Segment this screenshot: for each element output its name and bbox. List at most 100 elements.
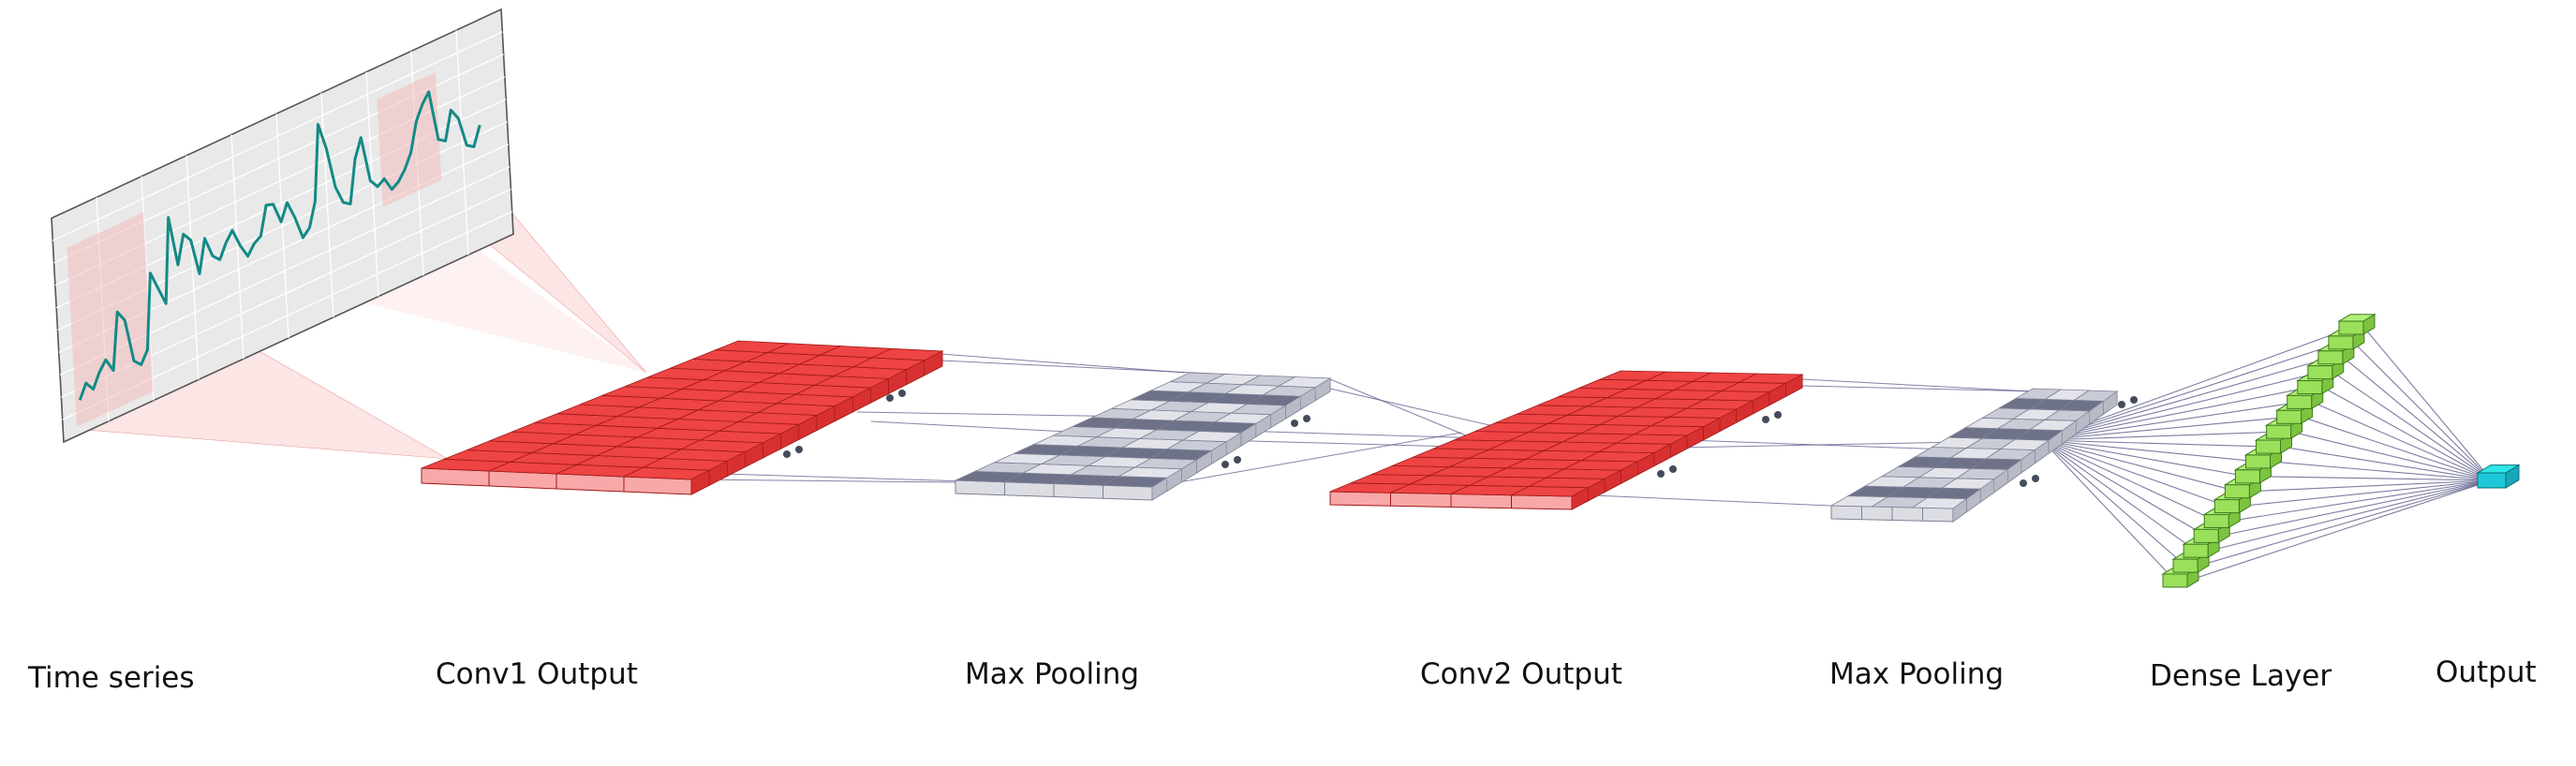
conv1-edge-step xyxy=(924,350,943,376)
dense-output-connection xyxy=(2240,479,2493,508)
dense-neuron-front xyxy=(2193,528,2219,543)
pool2-dense-connection xyxy=(2041,431,2279,441)
dense-output-connection xyxy=(2322,387,2493,481)
dense-output-connection xyxy=(2271,461,2493,481)
label-conv1-output: Conv1 Output xyxy=(436,657,638,691)
dense-output-connection xyxy=(2281,446,2493,481)
pool1-conv2-connection xyxy=(1329,378,1467,436)
pool2-dense-connection xyxy=(2041,439,2258,463)
receptive-window-1 xyxy=(67,212,154,427)
pool2-dense-connection xyxy=(2041,439,2248,478)
panel-gridline-h xyxy=(52,31,503,242)
dense-output-connection xyxy=(2332,372,2493,481)
pool2-dense-connection xyxy=(2041,342,2342,441)
pool2-dense-connection xyxy=(2041,439,2197,552)
ellipsis-dot xyxy=(1762,416,1769,423)
dense-output-connection xyxy=(2260,476,2493,481)
ellipsis-dot xyxy=(1234,456,1241,464)
dense-neuron-front xyxy=(2172,558,2198,573)
conv1-feature-map xyxy=(421,340,944,495)
label-max-pooling-1: Max Pooling xyxy=(965,657,1140,691)
dense-neuron-front xyxy=(2256,439,2282,454)
dense-neuron-front xyxy=(2266,424,2292,439)
pool2-edge-step xyxy=(2103,390,2118,415)
dense-neuron-front xyxy=(2203,513,2229,528)
ellipsis-dot xyxy=(898,390,906,397)
ellipsis-dot xyxy=(1774,411,1782,419)
conv2-edge-step xyxy=(1785,374,1803,397)
dense-output-connection xyxy=(2208,479,2493,552)
ellipsis-dot xyxy=(886,394,894,402)
pool2-dense-connection xyxy=(2041,386,2310,441)
dense-output-connection xyxy=(2312,401,2493,481)
dense-neuron-front xyxy=(2338,320,2364,335)
dense-output-connection xyxy=(2198,479,2493,567)
dense-neuron-front xyxy=(2317,350,2344,365)
receptive-window-2 xyxy=(377,72,442,208)
pool2-dense-connection xyxy=(2041,439,2269,448)
pool2-dense-connection xyxy=(2041,439,2217,522)
dense-output-connection xyxy=(2353,342,2493,481)
ellipsis-dot xyxy=(2118,401,2125,408)
dense-layer xyxy=(2161,313,2376,588)
dense-output-connection xyxy=(2343,357,2493,481)
dense-neuron-front xyxy=(2287,394,2313,409)
ellipsis-dot xyxy=(1657,470,1665,478)
output-node xyxy=(2476,464,2521,489)
ellipsis-dot xyxy=(1221,461,1229,468)
conv2-pool2-connection xyxy=(1801,378,2034,392)
conv1-pool1-connection xyxy=(690,479,956,483)
pool1-conv2-connection xyxy=(1151,432,1462,488)
dense-neuron-front xyxy=(2183,543,2209,558)
ellipsis-dot xyxy=(1291,420,1298,427)
label-output: Output xyxy=(2435,656,2537,689)
dense-neuron-front xyxy=(2244,454,2271,469)
dense-neuron-front xyxy=(2224,484,2250,499)
ellipsis-dot xyxy=(2130,396,2138,404)
dense-output-connection xyxy=(2187,479,2493,582)
pool2-dense-connection xyxy=(2041,357,2332,441)
dense-neuron-front xyxy=(2234,469,2260,484)
conv2-pool2-connection xyxy=(1571,493,1832,507)
dense-output-connection xyxy=(2302,416,2493,481)
ellipsis-dot xyxy=(783,450,791,458)
conv1-pool1-connection xyxy=(940,353,1186,374)
ellipsis-dots xyxy=(783,390,2138,487)
dense-output-connection xyxy=(2363,327,2493,481)
dense-neuron-front xyxy=(2213,499,2240,514)
ellipsis-dot xyxy=(1669,465,1677,473)
label-dense-layer: Dense Layer xyxy=(2150,659,2332,693)
time-series-line xyxy=(78,90,481,401)
label-max-pooling-2: Max Pooling xyxy=(1829,657,2005,691)
pool2-dense-connection xyxy=(2041,416,2289,441)
ellipsis-dot xyxy=(795,446,803,453)
dense-neuron-front xyxy=(2276,409,2302,424)
time-series-panel xyxy=(51,7,514,444)
pool1-edge-step xyxy=(1314,377,1331,402)
label-time-series: Time series xyxy=(28,661,195,695)
pool2-dense-connection xyxy=(2041,439,2186,567)
conv2-feature-map xyxy=(1329,370,1804,510)
dense-output-connection xyxy=(2250,479,2493,493)
dense-output-connection xyxy=(2291,431,2493,481)
dense-neuron-front xyxy=(2162,573,2188,588)
conv1-pool1-connection xyxy=(856,411,1139,418)
pool2-dense-connection xyxy=(2041,372,2320,441)
dense-neuron-front xyxy=(2328,335,2354,350)
pool2-dense-connection xyxy=(2041,439,2176,582)
label-conv2-output: Conv2 Output xyxy=(1420,657,1622,691)
ellipsis-dot xyxy=(1303,415,1310,422)
dense-output-connection xyxy=(2229,479,2493,523)
pool2-dense-connection xyxy=(2041,439,2207,537)
output-neuron-front xyxy=(2477,472,2507,489)
ellipsis-dot xyxy=(2020,479,2027,487)
pool1-feature-map xyxy=(955,372,1332,501)
pool2-feature-map xyxy=(1829,388,2119,523)
dense-neuron-front xyxy=(2297,380,2323,395)
ellipsis-dot xyxy=(2032,475,2039,482)
pool2-dense-connection xyxy=(2041,439,2228,508)
dense-output-connection xyxy=(2219,479,2493,537)
pool2-dense-connection xyxy=(2041,439,2238,493)
dense-neuron-front xyxy=(2307,365,2333,380)
